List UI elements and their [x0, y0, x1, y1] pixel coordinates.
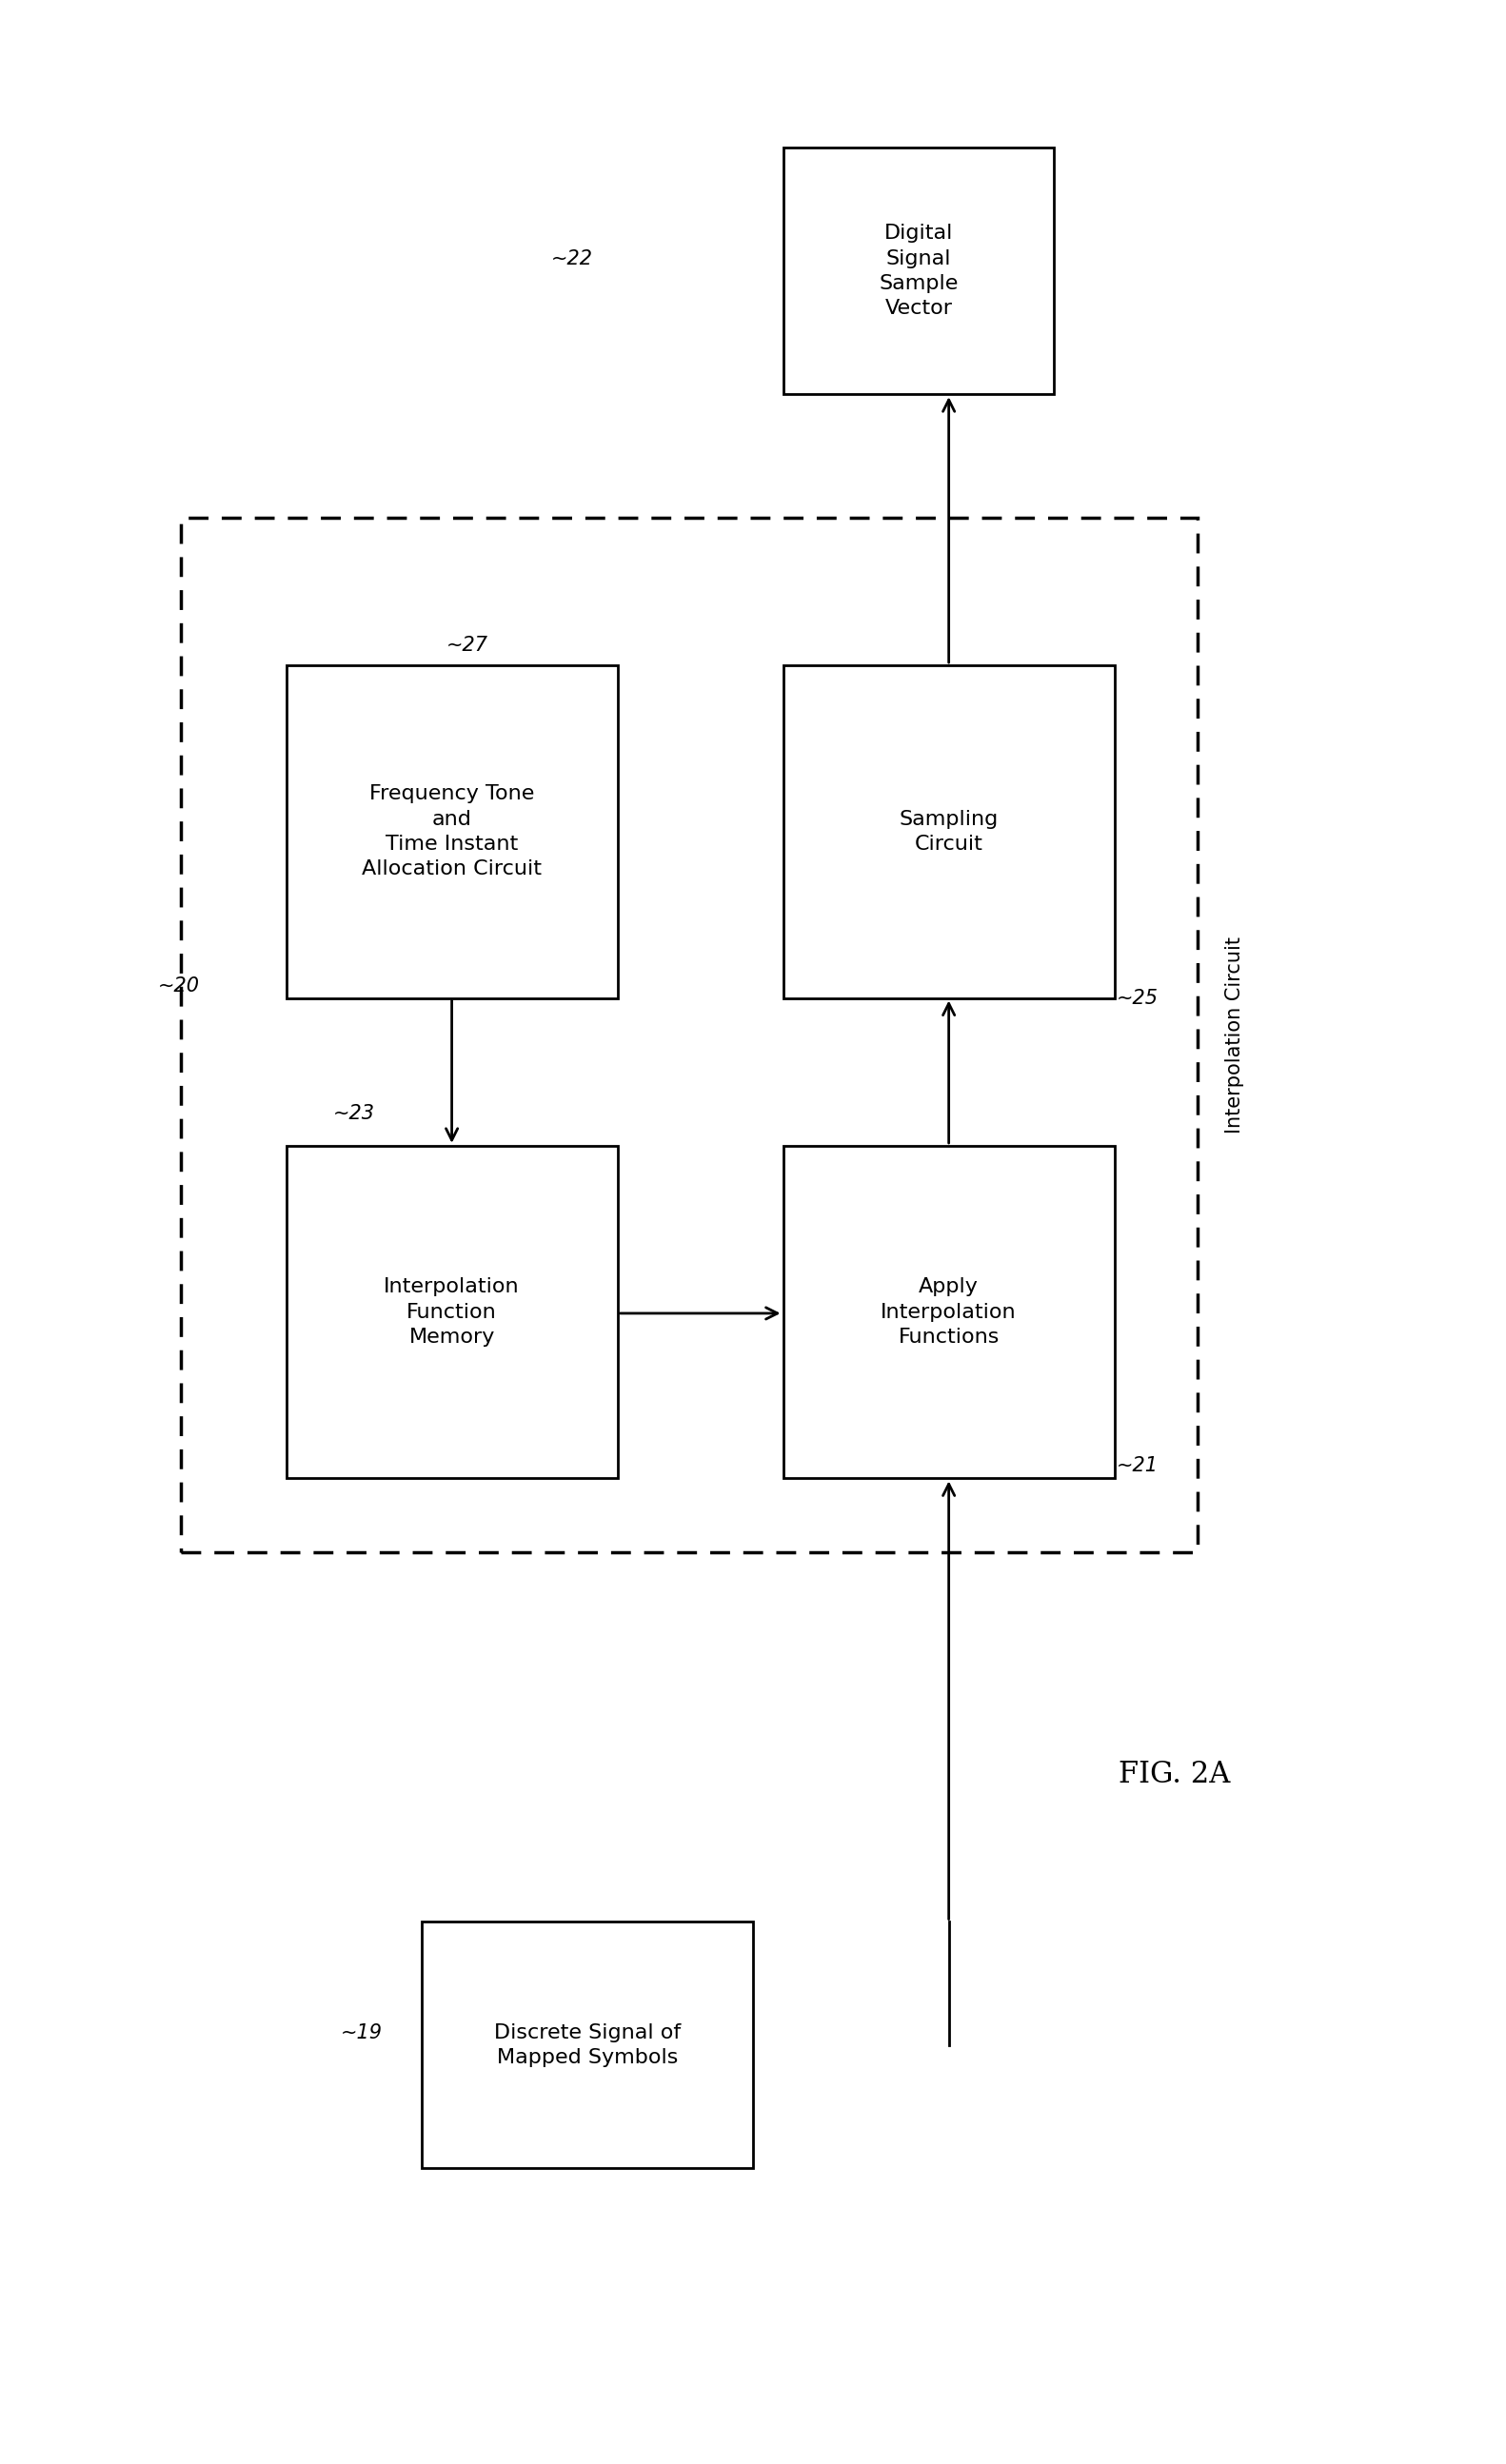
Text: Discrete Signal of
Mapped Symbols: Discrete Signal of Mapped Symbols [494, 2023, 681, 2067]
Text: Digital
Signal
Sample
Vector: Digital Signal Sample Vector [880, 224, 958, 318]
FancyBboxPatch shape [783, 665, 1114, 998]
Text: Interpolation
Function
Memory: Interpolation Function Memory [384, 1276, 520, 1348]
FancyBboxPatch shape [783, 148, 1054, 394]
FancyBboxPatch shape [422, 1922, 753, 2168]
Text: Frequency Tone
and
Time Instant
Allocation Circuit: Frequency Tone and Time Instant Allocati… [361, 784, 542, 880]
Text: FIG. 2A: FIG. 2A [1119, 1759, 1230, 1789]
Text: ~19: ~19 [340, 2023, 383, 2043]
FancyBboxPatch shape [286, 665, 617, 998]
Text: ~22: ~22 [551, 249, 593, 269]
Text: ~23: ~23 [333, 1104, 375, 1124]
FancyBboxPatch shape [286, 1146, 617, 1478]
Text: Apply
Interpolation
Functions: Apply Interpolation Functions [881, 1276, 1017, 1348]
Text: ~21: ~21 [1116, 1456, 1158, 1476]
Text: ~25: ~25 [1116, 988, 1158, 1008]
Text: Interpolation Circuit: Interpolation Circuit [1226, 936, 1244, 1133]
Text: ~20: ~20 [158, 976, 200, 995]
Text: ~27: ~27 [446, 636, 488, 655]
FancyBboxPatch shape [783, 1146, 1114, 1478]
Text: Sampling
Circuit: Sampling Circuit [899, 811, 998, 853]
